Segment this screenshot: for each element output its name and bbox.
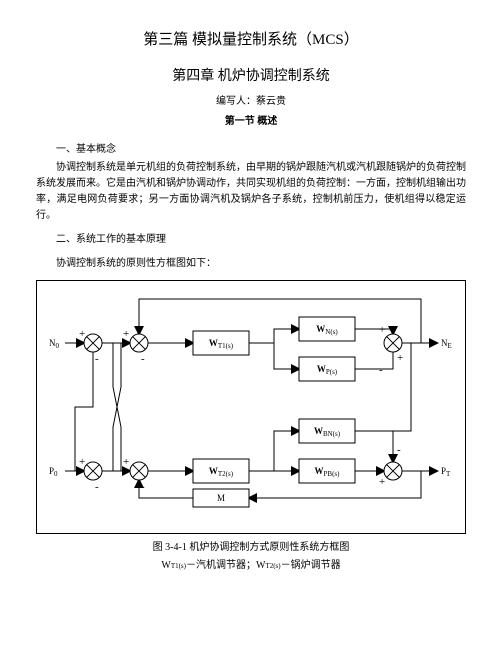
svg-text:+: + (123, 456, 129, 468)
svg-text:P0: P0 (49, 466, 58, 478)
part-title: 第三篇 模拟量控制系统（MCS） (36, 28, 466, 52)
svg-text:-: - (95, 353, 99, 365)
svg-text:+: + (123, 328, 129, 340)
svg-text:-: - (95, 481, 99, 493)
svg-text:+: + (397, 352, 403, 364)
figure-caption-sub: WT1(s)－汽机调节器；WT2(s)－锅炉调节器 (36, 558, 466, 574)
author-line: 编写人：蔡云贵 (36, 94, 466, 110)
svg-text:-: - (141, 353, 145, 365)
para-1: 协调控制系统是单元机组的负荷控制系统，由早期的锅炉跟随汽机或汽机跟随锅炉的负荷控… (36, 160, 466, 224)
svg-text:+: + (379, 324, 385, 336)
svg-text:NE: NE (441, 338, 452, 350)
block-diagram: N0P0NEPTWT1(s)WT2(s)WN(s)WP(s)WBN(s)WPB(… (43, 287, 453, 527)
svg-text:-: - (397, 444, 401, 456)
chapter-title: 第四章 机炉协调控制系统 (36, 66, 466, 88)
svg-text:-: - (141, 481, 145, 493)
svg-text:M: M (217, 493, 225, 503)
heading-3: 协调控制系统的原则性方框图如下： (36, 256, 466, 272)
svg-text:+: + (79, 456, 85, 468)
svg-text:-: - (379, 364, 383, 376)
svg-text:+: + (379, 476, 385, 488)
svg-text:+: + (79, 328, 85, 340)
svg-text:N0: N0 (49, 338, 60, 350)
svg-text:PT: PT (441, 466, 451, 478)
diagram-frame: N0P0NEPTWT1(s)WT2(s)WN(s)WP(s)WBN(s)WPB(… (36, 280, 466, 534)
heading-1: 一、基本概念 (36, 142, 466, 158)
section-title: 第一节 概述 (36, 114, 466, 130)
heading-2: 二、系统工作的基本原理 (36, 232, 466, 248)
figure-caption: 图 3-4-1 机炉协调控制方式原则性系统方框图 (36, 540, 466, 556)
